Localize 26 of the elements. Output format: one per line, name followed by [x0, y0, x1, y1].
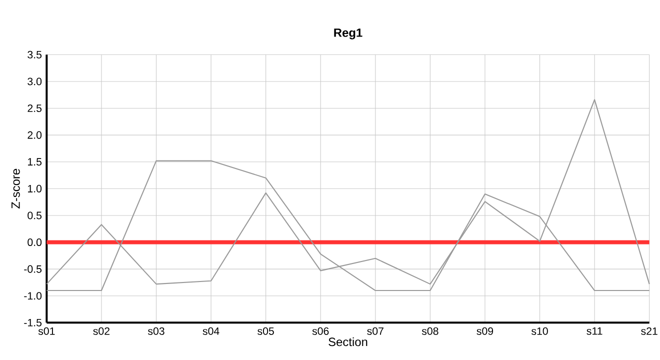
x-tick-label: s06 — [312, 327, 329, 335]
x-tick-label: s11 — [586, 327, 602, 335]
y-tick-label: -1.5 — [24, 318, 42, 326]
y-tick-label: 1.0 — [28, 184, 42, 192]
y-tick-label: 0.5 — [28, 212, 42, 220]
y-tick-label: -1.0 — [24, 292, 42, 300]
y-tick-label: 2.5 — [28, 104, 42, 112]
y-axis-title: Z-score — [12, 168, 20, 209]
x-tick-label: s21 — [641, 327, 658, 335]
x-tick-label: s02 — [93, 327, 110, 335]
y-tick-label: -0.5 — [24, 265, 42, 273]
x-tick-label: s04 — [202, 327, 220, 335]
x-tick-label: s07 — [367, 327, 384, 335]
y-tick-label: 3.5 — [28, 50, 42, 58]
y-tick-label: 3.0 — [28, 78, 42, 86]
y-tick-label: 1.5 — [28, 158, 42, 166]
x-tick-label: s03 — [148, 327, 164, 335]
x-tick-label: s05 — [258, 327, 274, 335]
x-tick-label: s09 — [476, 327, 494, 335]
x-tick-label: s08 — [422, 327, 438, 335]
chart-title: Reg1 — [334, 28, 362, 40]
x-tick-label: s10 — [531, 327, 548, 335]
y-tick-label: 2.0 — [28, 131, 42, 139]
x-axis-title: Section — [328, 337, 368, 346]
y-tick-label: 0.0 — [28, 238, 42, 246]
x-tick-label: s01 — [38, 327, 55, 335]
